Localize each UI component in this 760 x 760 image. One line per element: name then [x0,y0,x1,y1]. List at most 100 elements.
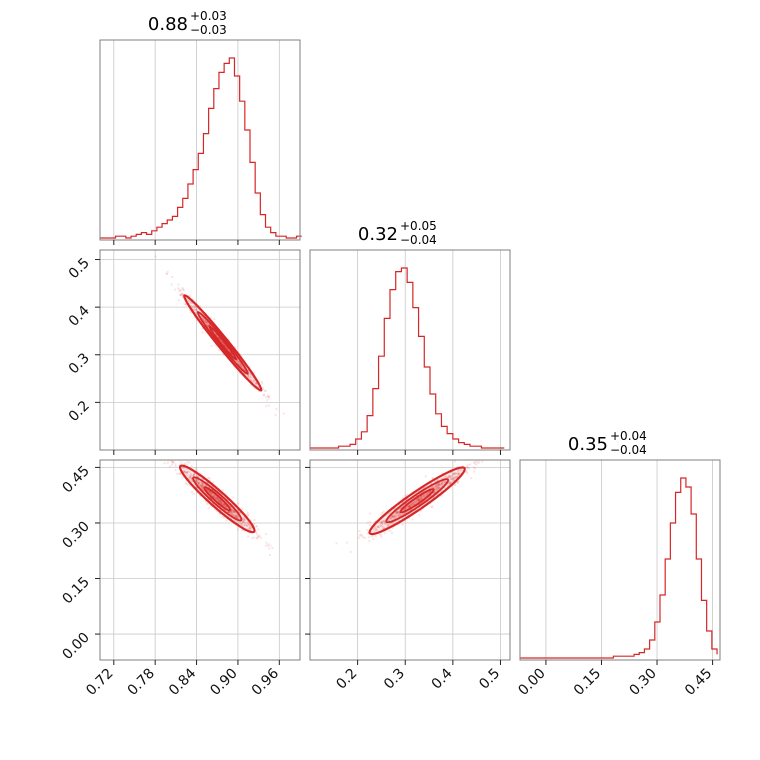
sample-point [249,377,252,380]
sample-point [200,488,203,491]
sample-point [222,503,225,506]
sample-point [417,500,420,503]
sample-point [419,492,422,495]
sample-point [456,472,459,475]
sample-point [222,504,225,507]
sample-point [380,520,383,523]
sample-point [466,466,469,469]
sample-point [242,519,245,522]
sample-point [427,496,430,499]
sample-point [431,486,434,489]
sample-point [194,304,197,307]
sample-point [421,498,424,501]
param-title-minus: −0.04 [400,233,437,247]
sample-point [223,502,226,505]
sample-point [381,520,384,523]
sample-point [384,515,387,518]
sample-point [243,372,246,375]
sample-point [171,275,174,278]
sample-point [203,485,206,488]
sample-point [439,484,442,487]
sample-point [450,478,453,481]
sample-point [219,501,222,504]
sample-point [206,491,209,494]
sample-point [379,513,382,516]
sample-point [181,288,184,291]
sample-point [192,493,195,496]
sample-point [220,493,223,496]
sample-point [210,497,213,500]
sample-point [417,500,420,503]
sample-point [202,478,205,481]
sample-point [219,500,222,503]
sample-point [218,498,221,501]
sample-point [366,521,369,524]
sample-point [202,317,205,320]
sample-point [458,467,461,470]
sample-point [444,479,447,482]
sample-point [429,494,432,497]
sample-point [243,369,246,372]
sample-point [235,514,238,517]
sample-point [223,502,226,505]
sample-point [184,462,187,465]
sample-point [211,488,214,491]
sample-point [437,486,440,489]
sample-point [403,503,406,506]
sample-point [201,477,204,480]
sample-point [433,487,436,490]
sample-point [246,524,249,527]
sample-point [220,340,223,343]
sample-point [205,489,208,492]
sample-point [218,512,221,515]
sample-point [242,520,245,523]
sample-point [473,457,475,459]
sample-point [188,477,191,480]
sample-point [435,488,438,491]
sample-point [257,386,260,389]
joint-0-1 [154,255,285,416]
sample-point [397,511,400,514]
sample-point [244,368,247,371]
sample-point [193,315,196,318]
sample-point [228,505,231,508]
sample-point [207,507,210,510]
param-title-plus: +0.05 [400,219,437,233]
sample-point [183,470,186,473]
sample-point [230,513,233,516]
sample-point [226,347,229,350]
sample-point [335,542,338,545]
sample-point [208,491,211,494]
sample-point [243,367,246,370]
sample-point [233,345,236,348]
sample-point [170,460,173,462]
sample-point [199,486,202,489]
sample-point [201,489,204,492]
sample-point [201,318,204,321]
sample-point [208,323,211,326]
sample-point [438,486,441,489]
sample-point [204,484,207,487]
sample-point [192,474,195,477]
sample-point [235,512,238,515]
sample-point [421,501,424,504]
contour-level-3 [208,325,238,361]
sample-point [221,503,224,506]
sample-point [242,368,245,371]
sample-point [237,510,240,513]
sample-point [261,382,264,385]
sample-point [254,382,257,385]
sample-point [434,490,437,493]
sample-point [221,515,224,518]
sample-point [385,525,388,528]
sample-point [418,514,421,517]
sample-point [432,486,435,489]
sample-point [457,473,460,476]
sample-point [232,514,235,517]
sample-point [443,477,446,480]
sample-point [241,521,244,524]
sample-point [411,511,414,514]
sample-point [472,466,475,469]
sample-point [190,479,193,482]
sample-point [425,494,428,497]
